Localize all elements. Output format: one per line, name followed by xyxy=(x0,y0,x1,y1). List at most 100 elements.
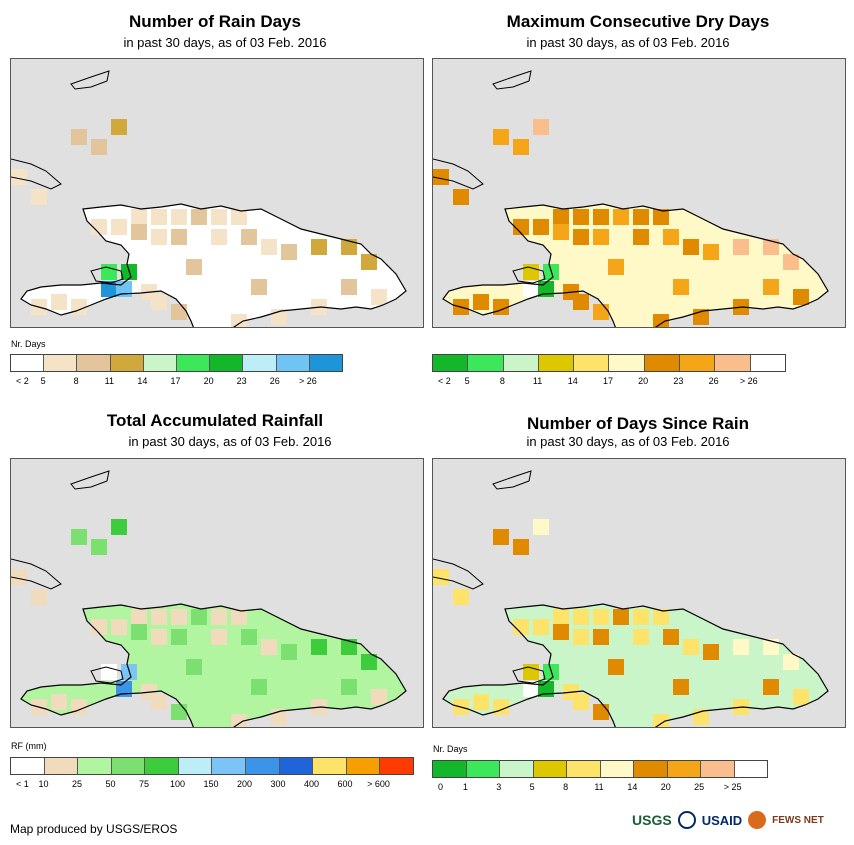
grid-cell xyxy=(211,229,227,245)
legend-swatch xyxy=(212,758,247,774)
legend-tick-label: 14 xyxy=(627,782,638,792)
legend-swatch xyxy=(667,761,701,777)
grid-cell xyxy=(131,224,147,240)
grid-cell xyxy=(593,704,609,720)
legend-tick-label: 300 xyxy=(270,779,286,789)
map-rain-days xyxy=(10,58,424,328)
legend-label-rainfall: RF (mm) xyxy=(11,741,47,751)
grid-cell xyxy=(593,304,609,320)
grid-cell xyxy=(553,224,569,240)
grid-cell xyxy=(341,279,357,295)
panel-subtitle-rainfall: in past 30 days, as of 03 Feb. 2016 xyxy=(128,434,332,449)
legend-swatch xyxy=(644,355,681,371)
grid-cell xyxy=(251,679,267,695)
grid-cell xyxy=(111,219,127,235)
grid-cell xyxy=(703,244,719,260)
grid-cell xyxy=(211,629,227,645)
grid-cell xyxy=(111,619,127,635)
grid-cell xyxy=(171,629,187,645)
grid-cell xyxy=(311,639,327,655)
legend-tick-label: 400 xyxy=(303,779,320,789)
legend-tick-label: 5 xyxy=(464,376,470,386)
grid-cell xyxy=(231,209,247,225)
hispaniola-map-svg xyxy=(11,70,407,327)
grid-cell xyxy=(763,679,779,695)
legend-swatch xyxy=(313,758,347,774)
grid-cell xyxy=(703,644,719,660)
legend-tick-label: 3 xyxy=(496,782,502,792)
hispaniola-map-svg xyxy=(11,470,407,727)
legend-tick-label: < 2 xyxy=(438,376,451,386)
grid-cell xyxy=(71,529,87,545)
grid-cell xyxy=(171,229,187,245)
grid-cell xyxy=(523,264,539,280)
grid-cell xyxy=(211,209,227,225)
grid-cell xyxy=(361,654,377,670)
grid-cell xyxy=(573,629,589,645)
grid-cell xyxy=(473,694,489,710)
grid-cell xyxy=(608,659,624,675)
grid-cell xyxy=(733,239,749,255)
cuba-coast-outline xyxy=(11,158,62,190)
island-outline xyxy=(442,203,829,327)
legend-swatch xyxy=(11,355,45,371)
grid-cell xyxy=(633,209,649,225)
legend-tick-label: 17 xyxy=(170,376,181,386)
legend-tick-label: 26 xyxy=(708,376,719,386)
grid-cell xyxy=(191,609,207,625)
legend-bar-dry-days xyxy=(432,354,786,372)
grid-cell xyxy=(573,209,589,225)
legend-swatch xyxy=(44,355,78,371)
legend-tick-label: > 600 xyxy=(367,779,390,789)
gonave-island-outline xyxy=(512,266,546,284)
legend-swatch xyxy=(276,355,310,371)
grid-cell xyxy=(131,624,147,640)
grid-cell xyxy=(231,714,247,727)
legend-tick-label: 20 xyxy=(638,376,649,386)
legend-swatch xyxy=(177,355,211,371)
grid-cell xyxy=(513,219,529,235)
fews-net-logo: FEWS NET xyxy=(772,814,824,826)
grid-cell xyxy=(633,629,649,645)
grid-cell xyxy=(101,281,117,297)
grid-cell xyxy=(186,659,202,675)
legend-tick-label: 17 xyxy=(602,376,614,386)
legend-swatch xyxy=(110,355,144,371)
legend-tick-label: < 2 xyxy=(16,376,29,386)
grid-cell xyxy=(673,279,689,295)
legend-swatch xyxy=(246,758,280,774)
legend-tick-label: > 25 xyxy=(723,782,742,792)
grid-cell xyxy=(171,209,187,225)
grid-cell xyxy=(793,689,809,705)
grid-cell xyxy=(231,314,247,327)
grid-cell xyxy=(71,129,87,145)
legend-tick-label: 8 xyxy=(73,376,79,386)
grid-cell xyxy=(523,664,539,680)
grid-cell xyxy=(341,679,357,695)
footer-credit: Map produced by USGS/EROS xyxy=(10,822,178,836)
usaid-logo: USAID xyxy=(701,812,743,828)
grid-cell xyxy=(31,189,47,205)
legend-swatch xyxy=(574,355,610,371)
legend-tick-label: 150 xyxy=(203,779,219,789)
legend-tick-label: 1 xyxy=(462,782,468,792)
legend-swatch xyxy=(533,761,567,777)
legend-swatch xyxy=(11,758,45,774)
legend-tick-label: 8 xyxy=(499,376,505,386)
grid-cell xyxy=(783,654,799,670)
grid-cell xyxy=(633,609,649,625)
grid-cell xyxy=(241,629,257,645)
cuba-coast-outline xyxy=(433,558,484,590)
legend-swatch xyxy=(734,761,767,777)
legend-swatch xyxy=(380,758,413,774)
grid-cell xyxy=(683,639,699,655)
grid-cell xyxy=(171,704,187,720)
grid-cell xyxy=(763,239,779,255)
legend-label-days-since-rain: Nr. Days xyxy=(433,744,468,754)
legend-tick-label: 75 xyxy=(138,779,150,789)
grid-cell xyxy=(533,519,549,535)
legend-swatch xyxy=(500,761,534,777)
legend-tick-label: 23 xyxy=(236,376,247,386)
grid-cell xyxy=(573,609,589,625)
grid-cell xyxy=(151,609,167,625)
